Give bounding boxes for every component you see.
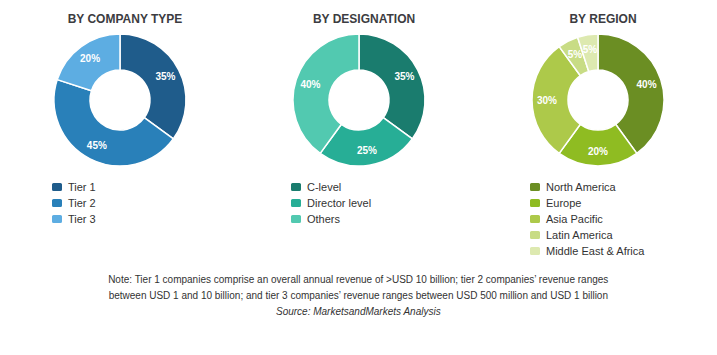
svg-text:20%: 20% xyxy=(588,146,608,157)
svg-text:5%: 5% xyxy=(568,49,583,60)
svg-text:Tier 2: Tier 2 xyxy=(68,197,96,209)
svg-text:20%: 20% xyxy=(80,53,100,64)
svg-text:30%: 30% xyxy=(537,95,557,106)
svg-text:between USD 1 and 10 billion;: between USD 1 and 10 billion; and tier 3… xyxy=(109,290,608,301)
svg-text:Tier 1: Tier 1 xyxy=(68,181,96,193)
svg-text:45%: 45% xyxy=(87,140,107,151)
svg-text:Latin America: Latin America xyxy=(546,229,614,241)
svg-text:Director level: Director level xyxy=(307,197,371,209)
svg-text:Note: Tier 1 companies compris: Note: Tier 1 companies comprise an overa… xyxy=(108,274,608,285)
svg-text:Others: Others xyxy=(307,213,341,225)
svg-text:40%: 40% xyxy=(636,79,656,90)
svg-text:BY DESIGNATION: BY DESIGNATION xyxy=(313,12,415,26)
svg-text:Source: MarketsandMarkets Anal: Source: MarketsandMarkets Analysis xyxy=(276,306,441,317)
svg-text:C-level: C-level xyxy=(307,181,341,193)
svg-text:Europe: Europe xyxy=(546,197,581,209)
svg-text:North America: North America xyxy=(546,181,617,193)
svg-text:40%: 40% xyxy=(300,79,320,90)
svg-text:25%: 25% xyxy=(357,145,377,156)
svg-text:Middle East & Africa: Middle East & Africa xyxy=(546,245,645,257)
svg-text:5%: 5% xyxy=(583,44,598,55)
svg-text:35%: 35% xyxy=(155,71,175,82)
svg-text:Tier 3: Tier 3 xyxy=(68,213,96,225)
svg-text:Asia Pacific: Asia Pacific xyxy=(546,213,603,225)
svg-text:35%: 35% xyxy=(394,71,414,82)
svg-text:BY COMPANY TYPE: BY COMPANY TYPE xyxy=(68,12,183,26)
svg-text:BY REGION: BY REGION xyxy=(569,12,636,26)
